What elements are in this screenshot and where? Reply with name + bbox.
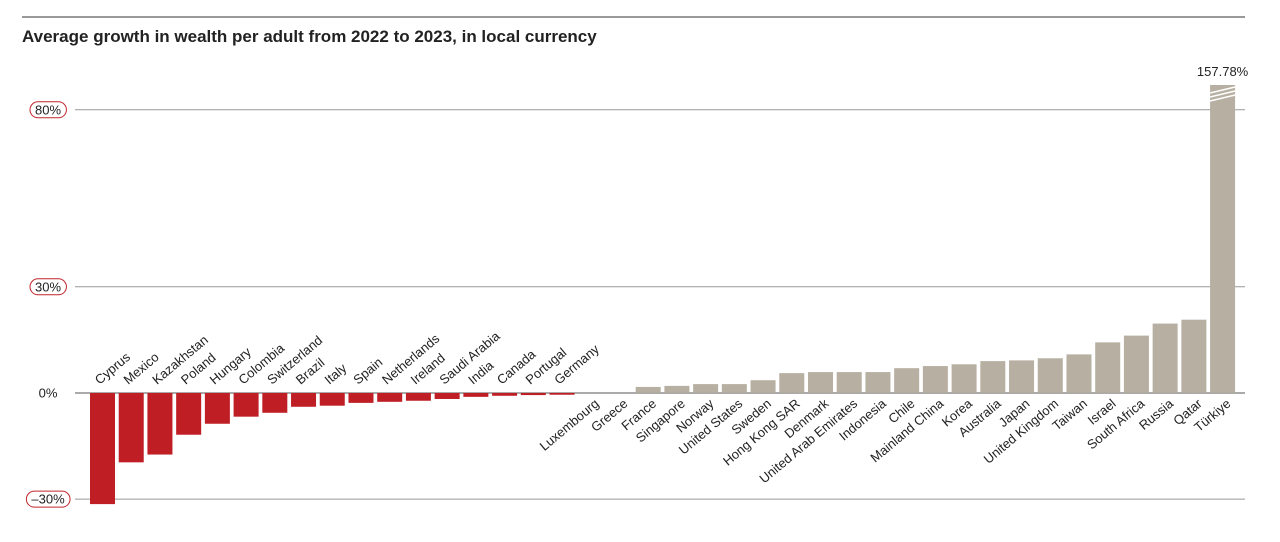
bar bbox=[1037, 358, 1063, 393]
bar bbox=[291, 392, 317, 407]
break-mark bbox=[1209, 86, 1236, 94]
bar bbox=[951, 364, 977, 393]
chart-title: Average growth in wealth per adult from … bbox=[22, 27, 597, 46]
bar bbox=[779, 373, 805, 393]
bar bbox=[348, 392, 374, 403]
bars bbox=[90, 85, 1236, 505]
bar bbox=[836, 372, 862, 393]
bar bbox=[1095, 342, 1121, 393]
bar bbox=[90, 392, 115, 505]
value-label: 157.78% bbox=[1197, 64, 1249, 79]
bar bbox=[176, 392, 202, 435]
y-tick-label: 0% bbox=[39, 385, 58, 400]
bar bbox=[1123, 335, 1149, 393]
bar bbox=[865, 372, 891, 393]
bar bbox=[808, 372, 833, 393]
bar bbox=[434, 392, 460, 399]
y-tick-label: 30% bbox=[35, 279, 61, 294]
bar bbox=[1066, 354, 1092, 393]
y-tick-label: 80% bbox=[35, 102, 61, 117]
bar bbox=[549, 392, 575, 395]
y-tick-label: –30% bbox=[31, 492, 65, 507]
bar bbox=[693, 384, 719, 393]
bar bbox=[922, 366, 948, 393]
tick-label-box bbox=[25, 490, 71, 508]
bar bbox=[664, 385, 690, 393]
bar bbox=[118, 392, 144, 463]
x-tick-label: Russia bbox=[1136, 395, 1177, 433]
bar bbox=[980, 361, 1006, 393]
bar bbox=[319, 392, 345, 406]
bar bbox=[1152, 323, 1178, 393]
bar bbox=[750, 380, 776, 393]
x-tick-label: Italy bbox=[322, 360, 350, 387]
bar bbox=[721, 384, 747, 393]
bar bbox=[492, 392, 518, 396]
bar bbox=[635, 386, 661, 393]
bar bbox=[520, 392, 546, 396]
bar bbox=[1181, 319, 1207, 393]
bar bbox=[147, 392, 173, 455]
bar bbox=[405, 392, 431, 401]
bar bbox=[233, 392, 259, 417]
bar bbox=[377, 392, 403, 402]
tick-label-box bbox=[29, 278, 67, 296]
bar bbox=[262, 392, 288, 413]
x-tick-label: Spain bbox=[350, 354, 385, 387]
bar bbox=[204, 392, 230, 424]
break-mark bbox=[1209, 90, 1236, 98]
bar bbox=[1009, 360, 1035, 393]
bar bbox=[1210, 85, 1236, 393]
break-mark bbox=[1209, 94, 1236, 102]
bar bbox=[894, 368, 920, 393]
bar bbox=[463, 392, 489, 397]
tick-label-box bbox=[29, 101, 67, 119]
